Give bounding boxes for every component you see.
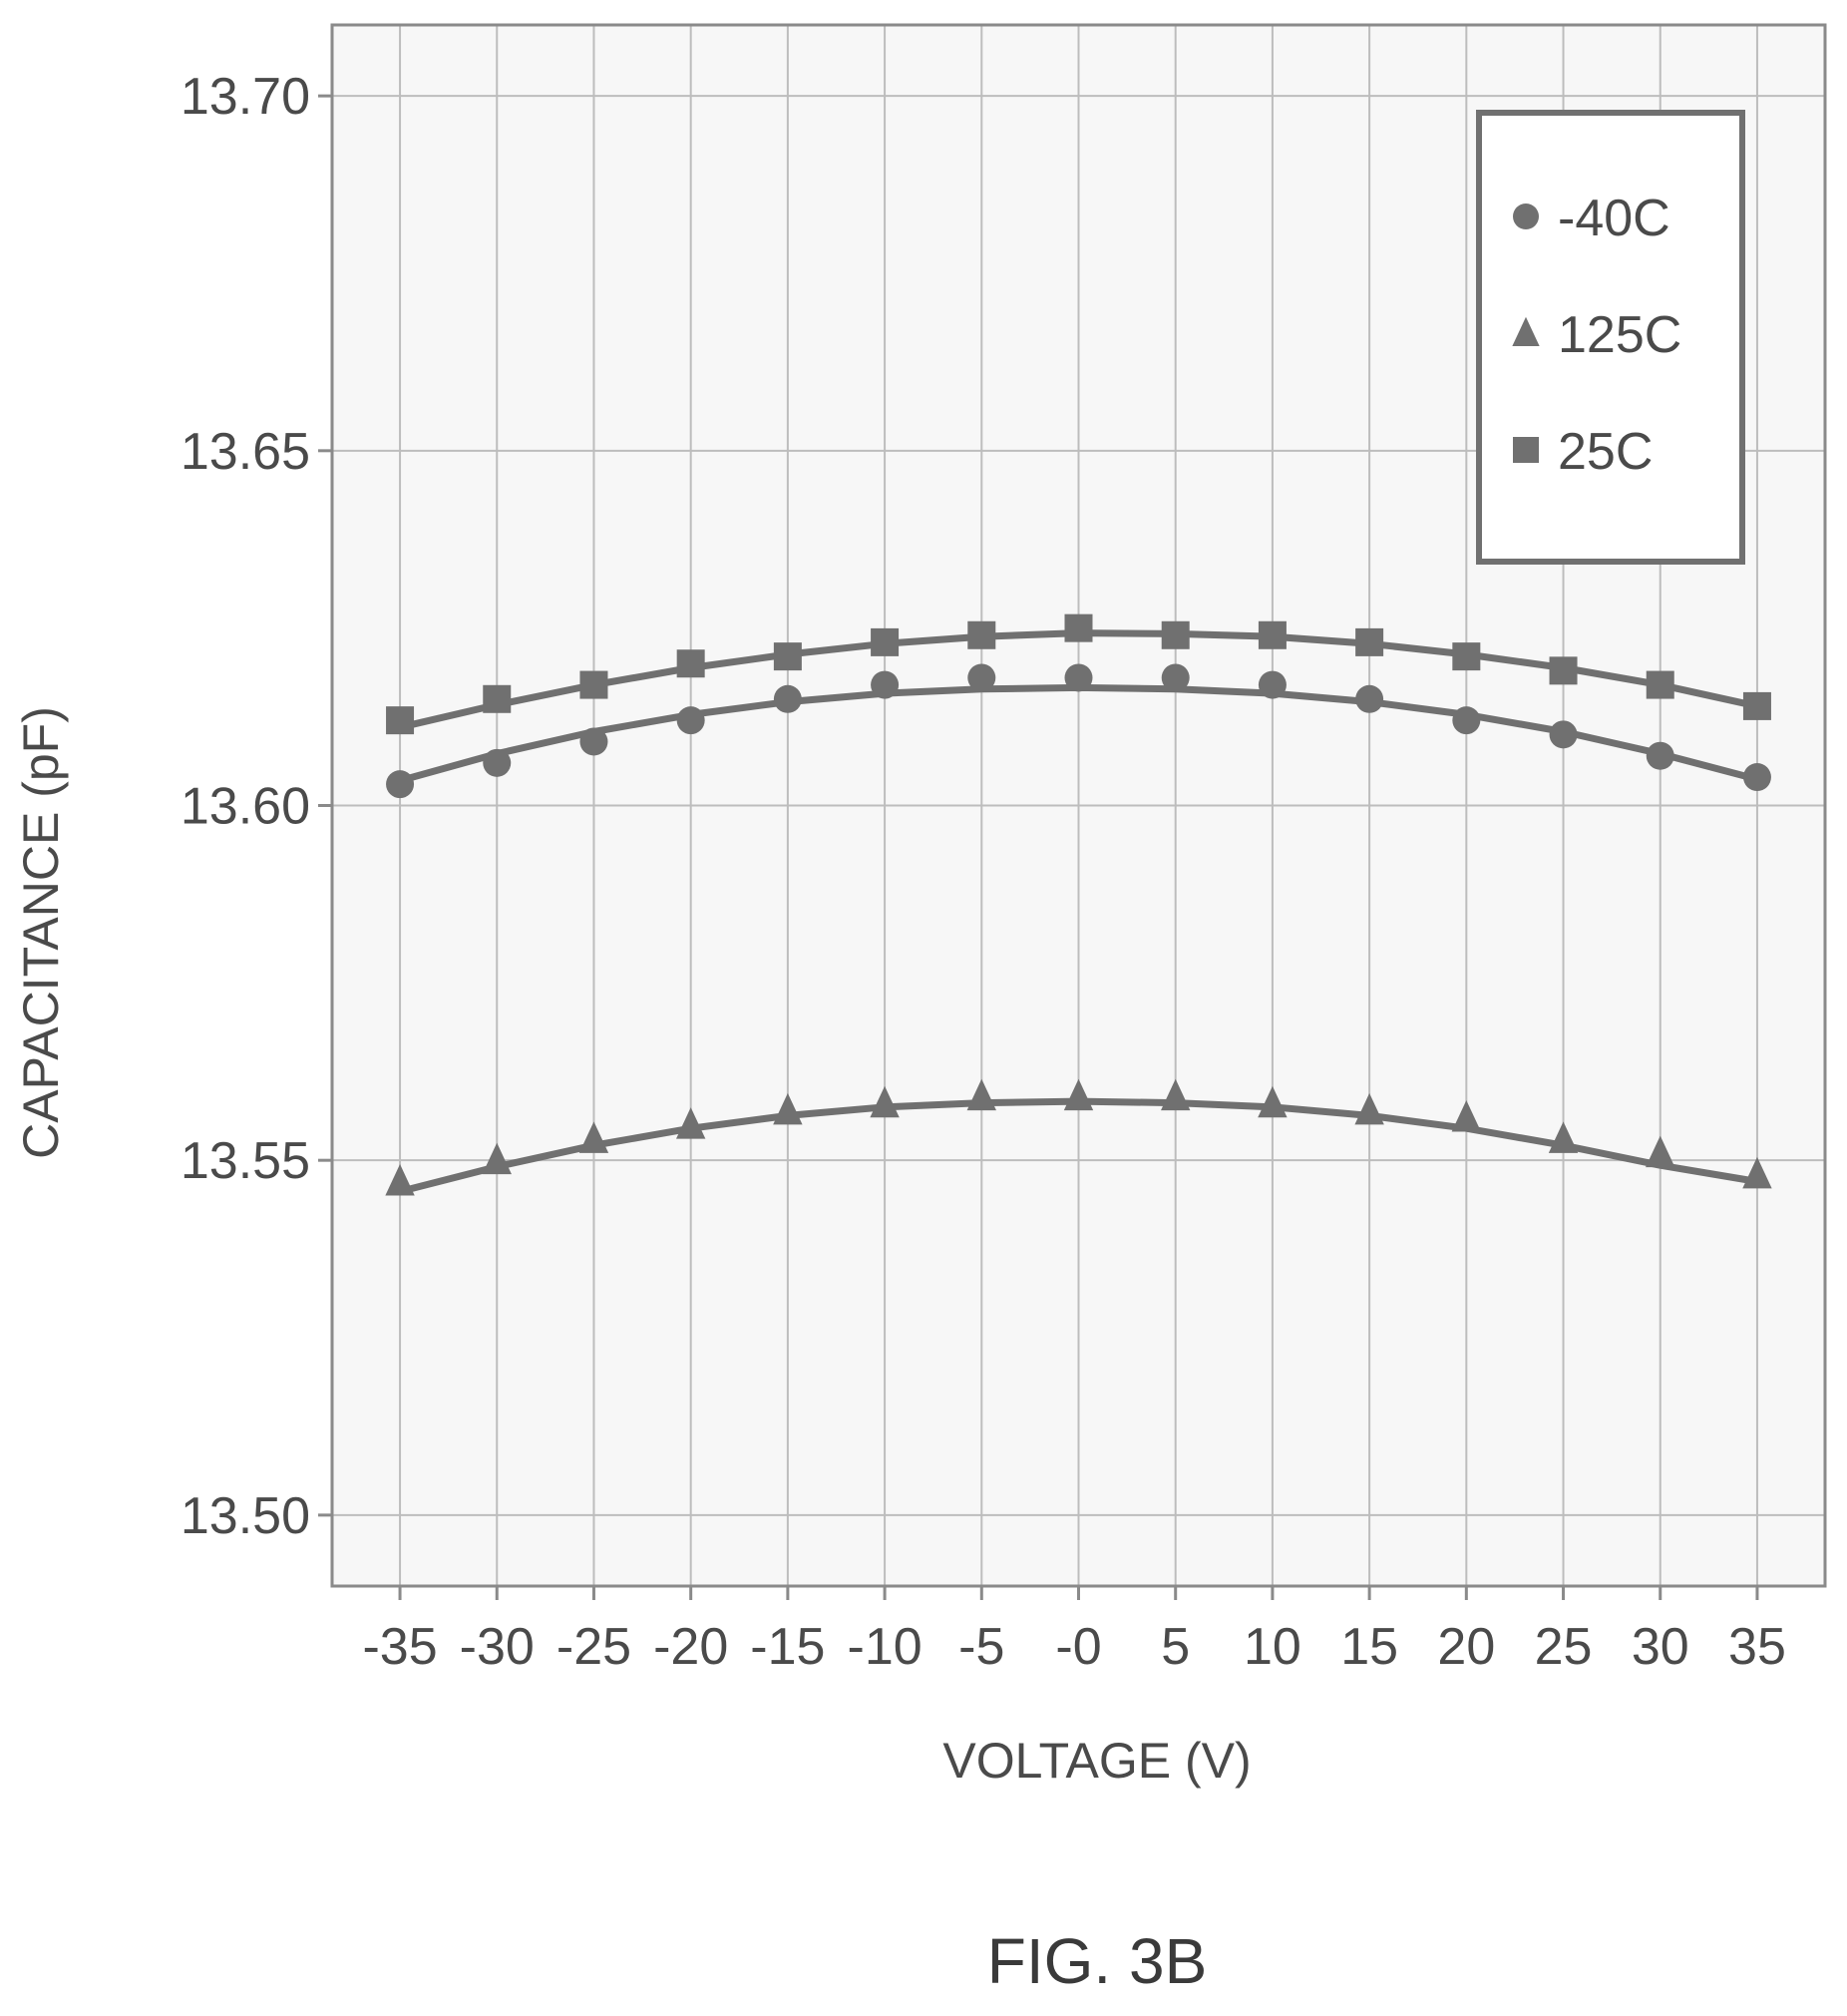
data-point bbox=[579, 727, 608, 756]
figure-caption: FIG. 3B bbox=[987, 1925, 1208, 1997]
x-axis-title: VOLTAGE (V) bbox=[942, 1733, 1251, 1789]
data-point bbox=[1063, 1078, 1094, 1111]
legend-label: -40C bbox=[1558, 190, 1670, 247]
data-point bbox=[578, 1121, 609, 1153]
series-125C bbox=[385, 1078, 1772, 1196]
data-point bbox=[579, 670, 608, 699]
data-point bbox=[1451, 1100, 1482, 1132]
data-point bbox=[1258, 670, 1287, 699]
data-point bbox=[1549, 720, 1578, 749]
legend-item: -40C bbox=[1513, 190, 1670, 247]
x-tick-label: 35 bbox=[1728, 1618, 1786, 1676]
legend-label: 125C bbox=[1558, 306, 1681, 364]
y-tick-label: 13.70 bbox=[181, 68, 310, 126]
data-point bbox=[773, 684, 802, 713]
data-point bbox=[385, 1164, 415, 1196]
data-point bbox=[870, 1085, 900, 1118]
data-point bbox=[871, 670, 900, 699]
series-25C bbox=[386, 613, 1771, 735]
x-tick-label: 15 bbox=[1340, 1618, 1398, 1676]
data-point bbox=[773, 1092, 803, 1125]
data-point bbox=[676, 706, 705, 735]
legend-label: 25C bbox=[1558, 423, 1653, 481]
x-tick-label: -10 bbox=[848, 1618, 923, 1676]
data-point bbox=[1161, 620, 1190, 649]
data-point bbox=[386, 770, 415, 799]
data-point bbox=[871, 627, 900, 656]
data-point bbox=[1742, 691, 1771, 720]
data-point bbox=[1742, 763, 1771, 792]
x-tick-label: -30 bbox=[460, 1618, 535, 1676]
data-point bbox=[773, 642, 802, 671]
data-point bbox=[1646, 1135, 1675, 1168]
data-point bbox=[967, 620, 996, 649]
x-axis-ticks: -35 -30 -25 -20 -15 -10 -5 -0 5 10 15 20 25 30 35 bbox=[362, 1586, 1786, 1676]
data-point bbox=[1355, 627, 1384, 656]
data-point bbox=[1161, 663, 1190, 692]
x-tick-label: -35 bbox=[362, 1618, 437, 1676]
x-tick-label: -25 bbox=[556, 1618, 631, 1676]
y-axis-ticks: 13.50 13.55 13.60 13.65 13.70 bbox=[181, 68, 332, 1545]
data-point bbox=[1355, 684, 1384, 713]
series--40C bbox=[386, 663, 1771, 799]
legend: -40C 125C 25C bbox=[1476, 110, 1745, 565]
y-tick-label: 13.65 bbox=[181, 423, 310, 481]
data-point bbox=[483, 748, 512, 777]
data-point bbox=[1354, 1092, 1384, 1125]
data-point bbox=[1549, 656, 1578, 685]
data-point bbox=[483, 684, 512, 713]
x-tick-label: -20 bbox=[653, 1618, 728, 1676]
data-point bbox=[1548, 1121, 1579, 1153]
legend-marker-square bbox=[1513, 437, 1539, 463]
data-point bbox=[1646, 670, 1674, 699]
x-tick-label: -15 bbox=[750, 1618, 825, 1676]
data-point bbox=[1742, 1156, 1772, 1189]
data-point bbox=[1064, 613, 1093, 642]
x-tick-label: 25 bbox=[1535, 1618, 1593, 1676]
x-tick-label: 10 bbox=[1244, 1618, 1301, 1676]
data-point bbox=[386, 706, 415, 735]
y-tick-label: 13.60 bbox=[181, 778, 310, 836]
y-axis-title: CAPACITANCE (pF) bbox=[13, 706, 69, 1159]
data-point bbox=[1258, 620, 1287, 649]
legend-item: 125C bbox=[1512, 306, 1681, 364]
data-point bbox=[1064, 663, 1093, 692]
data-point bbox=[1161, 1078, 1191, 1111]
legend-marker-circle bbox=[1513, 203, 1539, 229]
x-tick-label: 30 bbox=[1632, 1618, 1689, 1676]
data-point bbox=[676, 649, 705, 678]
y-tick-label: 13.55 bbox=[181, 1132, 310, 1190]
x-tick-label: -5 bbox=[958, 1618, 1004, 1676]
data-point bbox=[482, 1142, 512, 1175]
data-point bbox=[1258, 1085, 1288, 1118]
x-tick-label: 20 bbox=[1437, 1618, 1495, 1676]
data-point bbox=[1646, 741, 1674, 770]
data-point bbox=[675, 1107, 706, 1139]
series-layer bbox=[385, 613, 1772, 1196]
y-tick-label: 13.50 bbox=[181, 1487, 310, 1545]
legend-item: 25C bbox=[1513, 423, 1653, 481]
data-point bbox=[967, 663, 996, 692]
data-point bbox=[966, 1078, 996, 1111]
data-point bbox=[1452, 642, 1481, 671]
x-tick-label: -0 bbox=[1055, 1618, 1101, 1676]
legend-marker-triangle bbox=[1512, 316, 1540, 346]
data-point bbox=[1452, 706, 1481, 735]
x-tick-label: 5 bbox=[1161, 1618, 1190, 1676]
